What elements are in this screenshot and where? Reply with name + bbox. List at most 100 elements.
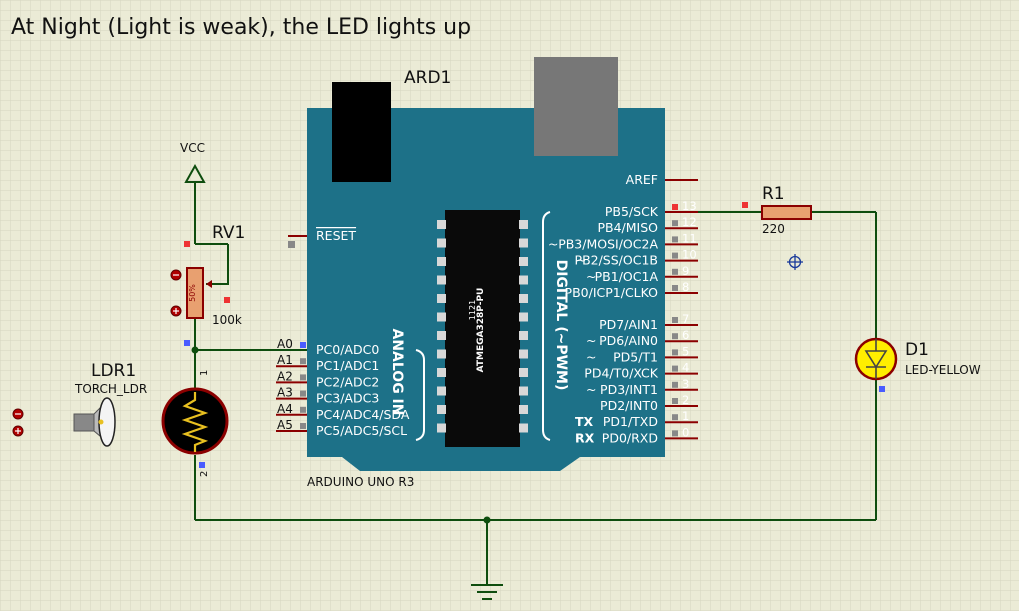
digital-pin-12[interactable]: 12 PB4/MISO: [597, 215, 698, 235]
chip-pin: [519, 405, 528, 414]
digital-label: DIGITAL (~PWM): [553, 260, 569, 391]
arduino-board[interactable]: ARD1 ARDUINO UNO R3 ATMEGA328P-PU 1121 A…: [276, 57, 698, 489]
rv1-ref: RV1: [212, 223, 245, 243]
analog-pin[interactable]: A2 PC2/ADC2: [276, 369, 379, 389]
wiper-arrow-icon: [206, 280, 212, 288]
digital-pin-2[interactable]: 2 PD2/INT0: [600, 393, 698, 413]
digital-pin-prefix: ~: [548, 236, 558, 251]
d1-ref: D1: [905, 340, 929, 360]
r1-ref: R1: [762, 184, 785, 204]
digital-pin-6[interactable]: 6 PD6/AIN0~: [586, 328, 698, 348]
digital-pin-label: PB0/ICP1/CLKO: [565, 285, 659, 300]
digital-pin-marker: [672, 430, 678, 437]
ldr1-pin2-number: 2: [199, 471, 210, 477]
digital-pin-5[interactable]: 5 PD5/T1 ~: [586, 344, 698, 364]
analog-pin-label: PC4/ADC4/SDA: [316, 407, 410, 422]
board-ref: ARD1: [404, 68, 451, 88]
ldr1-pin2-marker: [199, 462, 205, 468]
digital-pin-number: 12: [682, 215, 697, 229]
wiper-wire: [206, 244, 229, 285]
r1-value: 220: [762, 222, 785, 236]
chip-pin: [437, 368, 446, 377]
chip-pin: [519, 331, 528, 340]
analog-bracket: [415, 349, 425, 441]
digital-pin-number: 1: [682, 409, 689, 423]
digital-pin-number: 5: [682, 344, 689, 358]
digital-pin-marker: [672, 204, 678, 210]
digital-pin-marker: [672, 398, 678, 404]
digital-pin-number: 3: [682, 377, 689, 391]
vcc-terminal[interactable]: VCC: [180, 141, 206, 183]
analog-pin[interactable]: A4 PC4/ADC4/SDA: [276, 402, 410, 422]
ldr1-resistor-icon: [181, 392, 209, 452]
digital-pin-1[interactable]: 1 PD1/TXD TX: [575, 409, 698, 429]
digital-pin-marker: [672, 268, 678, 275]
analog-pin[interactable]: A3 PC3/ADC3: [276, 386, 379, 406]
digital-pin-number: 7: [682, 312, 689, 326]
digital-pin-label: PB4/MISO: [597, 220, 658, 235]
digital-pin-label: PB5/SCK: [605, 204, 659, 219]
analog-pin-marker: [300, 342, 306, 348]
digital-pin-4[interactable]: 4 PD4/T0/XCK: [584, 361, 698, 381]
wires: [191, 182, 877, 585]
chip-pin: [519, 294, 528, 303]
analog-pin-marker: [300, 390, 306, 397]
chip-pin: [437, 386, 446, 396]
reset-pin-marker: [288, 241, 295, 248]
analog-pin[interactable]: A5 PC5/ADC5/SCL: [276, 418, 407, 438]
digital-pin-9[interactable]: 9 PB1/OC1A~: [586, 264, 698, 284]
led-d1[interactable]: D1 LED-YELLOW: [854, 337, 981, 392]
chip-code: 1121: [468, 300, 477, 320]
chip-pin: [437, 275, 446, 285]
digital-pin-label: PD5/T1: [613, 349, 658, 364]
digital-pin-marker: [672, 220, 678, 227]
digital-pin-3[interactable]: 3 PD3/INT1 ~: [586, 377, 698, 397]
chip-pin: [519, 312, 528, 322]
potentiometer-rv1[interactable]: 50% RV1 100k: [170, 223, 245, 327]
digital-bracket: [542, 211, 551, 441]
rv1-value: 100k: [212, 313, 242, 327]
ldr1-pin-marker: [184, 340, 190, 346]
ldr-ldr1[interactable]: 1 2 LDR1 TORCH_LDR: [74, 340, 229, 477]
digital-pin-prefix: ~: [586, 269, 596, 284]
digital-pin-label: PD7/AIN1: [599, 317, 658, 332]
analog-pin-marker: [300, 406, 306, 413]
analog-pin-label: PC5/ADC5/SCL: [316, 423, 407, 438]
rv1-body: [186, 267, 204, 319]
digital-pin-marker: [672, 317, 678, 323]
digital-pin-number: 11: [682, 231, 697, 245]
chip-pin: [437, 423, 446, 433]
torch-light-source[interactable]: [12, 397, 116, 447]
junction-ground: [483, 516, 491, 524]
digital-pin-10[interactable]: 10 PB2/SS/OC1B~: [575, 248, 698, 268]
digital-pin-number: 13: [682, 199, 697, 213]
chip-pin: [437, 312, 446, 322]
digital-pin-0[interactable]: 0 PD0/RXD RX: [575, 425, 698, 445]
digital-pin-label: PB3/MOSI/OC2A: [558, 236, 658, 251]
digital-pin-marker: [672, 349, 678, 356]
r1-pin-marker: [742, 202, 748, 208]
digital-pin-label: PD6/AIN0: [599, 333, 658, 348]
usb-connector: [534, 57, 618, 156]
mcu-chip: ATMEGA328P-PU 1121: [437, 210, 528, 447]
junction-a0: [191, 346, 199, 354]
rv1-pin-marker: [184, 241, 190, 247]
digital-pin-13[interactable]: 13 PB5/SCK: [605, 199, 698, 219]
vcc-label: VCC: [180, 141, 205, 155]
ldr1-ref: LDR1: [91, 361, 136, 381]
digital-pin-11[interactable]: 11 PB3/MOSI/OC2A~: [548, 231, 698, 251]
resistor-r1[interactable]: R1 220: [742, 184, 812, 236]
vcc-arrow-icon: [184, 163, 206, 183]
digital-pin-8[interactable]: 8 PB0/ICP1/CLKO: [565, 280, 698, 300]
digital-pin-marker: [672, 414, 678, 421]
digital-pin-number: 8: [682, 280, 689, 294]
analog-pin[interactable]: A1 PC1/ADC1: [276, 353, 379, 373]
analog-pin-marker: [300, 358, 306, 365]
chip-pin: [519, 386, 528, 396]
ldr1-body: [161, 387, 229, 455]
digital-pin-7[interactable]: 7 PD7/AIN1: [599, 312, 698, 332]
digital-pin-number: 0: [682, 425, 689, 439]
analog-pin-header: A1: [277, 353, 293, 367]
chip-pin: [437, 331, 446, 340]
